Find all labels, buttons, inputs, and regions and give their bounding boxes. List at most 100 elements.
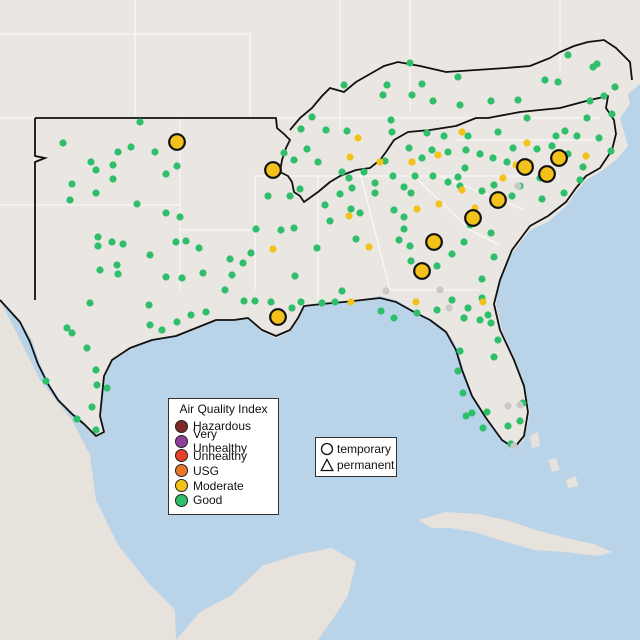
good-monitor-marker[interactable] — [348, 184, 356, 192]
good-monitor-marker[interactable] — [503, 158, 511, 166]
good-monitor-marker[interactable] — [504, 422, 512, 430]
no-data-monitor-marker[interactable] — [436, 286, 444, 294]
good-monitor-marker[interactable] — [127, 143, 135, 151]
moderate-monitor-marker[interactable] — [347, 298, 355, 306]
good-monitor-marker[interactable] — [178, 274, 186, 282]
good-monitor-marker[interactable] — [379, 91, 387, 99]
good-monitor-marker[interactable] — [423, 129, 431, 137]
good-monitor-marker[interactable] — [593, 60, 601, 68]
good-monitor-marker[interactable] — [314, 158, 322, 166]
good-monitor-marker[interactable] — [407, 189, 415, 197]
good-monitor-marker[interactable] — [576, 176, 584, 184]
good-monitor-marker[interactable] — [173, 318, 181, 326]
good-monitor-marker[interactable] — [523, 114, 531, 122]
good-monitor-marker[interactable] — [321, 201, 329, 209]
no-data-monitor-marker[interactable] — [514, 182, 522, 190]
good-monitor-marker[interactable] — [114, 148, 122, 156]
good-monitor-marker[interactable] — [66, 196, 74, 204]
good-monitor-marker[interactable] — [199, 269, 207, 277]
good-monitor-marker[interactable] — [240, 297, 248, 305]
moderate-monitor-marker[interactable] — [412, 298, 420, 306]
good-monitor-marker[interactable] — [288, 304, 296, 312]
good-monitor-marker[interactable] — [541, 76, 549, 84]
good-monitor-marker[interactable] — [59, 139, 67, 147]
moderate-monitor-marker[interactable] — [346, 153, 354, 161]
good-monitor-marker[interactable] — [290, 156, 298, 164]
good-monitor-marker[interactable] — [42, 377, 50, 385]
good-monitor-marker[interactable] — [338, 287, 346, 295]
good-monitor-marker[interactable] — [433, 306, 441, 314]
good-monitor-marker[interactable] — [151, 148, 159, 156]
good-monitor-marker[interactable] — [490, 181, 498, 189]
no-data-monitor-marker[interactable] — [504, 402, 512, 410]
good-monitor-marker[interactable] — [459, 389, 467, 397]
good-monitor-marker[interactable] — [108, 238, 116, 246]
temporary-moderate-monitor-marker[interactable] — [425, 233, 443, 251]
good-monitor-marker[interactable] — [226, 255, 234, 263]
good-monitor-marker[interactable] — [494, 128, 502, 136]
good-monitor-marker[interactable] — [345, 174, 353, 182]
good-monitor-marker[interactable] — [564, 51, 572, 59]
good-monitor-marker[interactable] — [478, 275, 486, 283]
moderate-monitor-marker[interactable] — [499, 174, 507, 182]
good-monitor-marker[interactable] — [560, 189, 568, 197]
good-monitor-marker[interactable] — [202, 308, 210, 316]
good-monitor-marker[interactable] — [464, 304, 472, 312]
good-monitor-marker[interactable] — [444, 178, 452, 186]
good-monitor-marker[interactable] — [280, 149, 288, 157]
good-monitor-marker[interactable] — [176, 213, 184, 221]
moderate-monitor-marker[interactable] — [269, 245, 277, 253]
good-monitor-marker[interactable] — [600, 92, 608, 100]
good-monitor-marker[interactable] — [173, 162, 181, 170]
good-monitor-marker[interactable] — [377, 307, 385, 315]
good-monitor-marker[interactable] — [429, 172, 437, 180]
good-monitor-marker[interactable] — [94, 233, 102, 241]
good-monitor-marker[interactable] — [390, 314, 398, 322]
good-monitor-marker[interactable] — [322, 126, 330, 134]
good-monitor-marker[interactable] — [464, 132, 472, 140]
good-monitor-marker[interactable] — [444, 148, 452, 156]
good-monitor-marker[interactable] — [92, 426, 100, 434]
good-monitor-marker[interactable] — [400, 183, 408, 191]
moderate-monitor-marker[interactable] — [523, 139, 531, 147]
good-monitor-marker[interactable] — [407, 257, 415, 265]
good-monitor-marker[interactable] — [68, 180, 76, 188]
good-monitor-marker[interactable] — [162, 273, 170, 281]
temporary-moderate-monitor-marker[interactable] — [516, 158, 534, 176]
good-monitor-marker[interactable] — [88, 403, 96, 411]
good-monitor-marker[interactable] — [476, 316, 484, 324]
good-monitor-marker[interactable] — [96, 266, 104, 274]
good-monitor-marker[interactable] — [388, 128, 396, 136]
temporary-moderate-monitor-marker[interactable] — [269, 308, 287, 326]
good-monitor-marker[interactable] — [461, 164, 469, 172]
good-monitor-marker[interactable] — [454, 73, 462, 81]
temporary-moderate-monitor-marker[interactable] — [550, 149, 568, 167]
good-monitor-marker[interactable] — [509, 144, 517, 152]
good-monitor-marker[interactable] — [172, 238, 180, 246]
good-monitor-marker[interactable] — [119, 240, 127, 248]
good-monitor-marker[interactable] — [87, 158, 95, 166]
good-monitor-marker[interactable] — [338, 168, 346, 176]
good-monitor-marker[interactable] — [383, 81, 391, 89]
moderate-monitor-marker[interactable] — [376, 158, 384, 166]
good-monitor-marker[interactable] — [247, 249, 255, 257]
good-monitor-marker[interactable] — [418, 80, 426, 88]
good-monitor-marker[interactable] — [476, 150, 484, 158]
good-monitor-marker[interactable] — [487, 319, 495, 327]
good-monitor-marker[interactable] — [607, 147, 615, 155]
good-monitor-marker[interactable] — [68, 329, 76, 337]
good-monitor-marker[interactable] — [93, 381, 101, 389]
moderate-monitor-marker[interactable] — [408, 158, 416, 166]
good-monitor-marker[interactable] — [516, 417, 524, 425]
good-monitor-marker[interactable] — [297, 298, 305, 306]
good-monitor-marker[interactable] — [113, 261, 121, 269]
temporary-moderate-monitor-marker[interactable] — [264, 161, 282, 179]
good-monitor-marker[interactable] — [336, 190, 344, 198]
good-monitor-marker[interactable] — [454, 367, 462, 375]
good-monitor-marker[interactable] — [490, 353, 498, 361]
good-monitor-marker[interactable] — [352, 235, 360, 243]
good-monitor-marker[interactable] — [405, 144, 413, 152]
good-monitor-marker[interactable] — [413, 309, 421, 317]
good-monitor-marker[interactable] — [408, 91, 416, 99]
